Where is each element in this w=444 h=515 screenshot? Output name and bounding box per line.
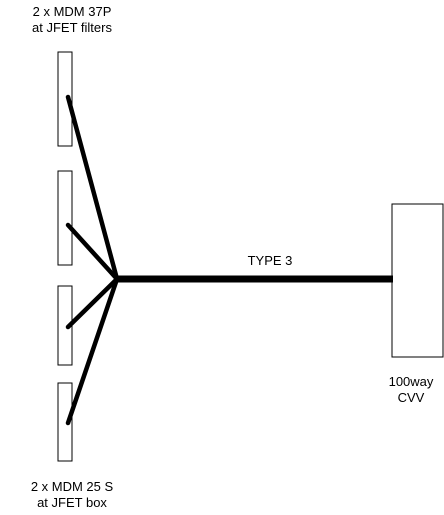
connector-mdm25s-2 [57, 382, 73, 462]
wire-connector-1 [65, 94, 120, 282]
top-label-line1: 2 x MDM 37P [32, 4, 112, 19]
connector-mdm37p-2 [57, 170, 73, 266]
wire-connector-4 [65, 276, 120, 426]
right-label-line2: CVV [397, 390, 425, 405]
cable-label-text: TYPE 3 [247, 253, 293, 268]
cvv-label: 100way CVV [378, 374, 444, 406]
top-connectors-label: 2 x MDM 37P at JFET filters [0, 4, 144, 36]
right-label-line1: 100way [388, 374, 434, 389]
top-label-line2: at JFET filters [32, 20, 112, 35]
bottom-label-line1: 2 x MDM 25 S [30, 479, 114, 494]
connector-100way-cvv [391, 203, 444, 358]
bottom-connectors-label: 2 x MDM 25 S at JFET box [0, 479, 144, 511]
connector-mdm37p-1 [57, 51, 73, 147]
bottom-label-line2: at JFET box [37, 495, 107, 510]
wire-connector-3 [65, 276, 120, 330]
cable-type-label: TYPE 3 [210, 253, 330, 269]
wire-connector-2 [65, 222, 120, 282]
